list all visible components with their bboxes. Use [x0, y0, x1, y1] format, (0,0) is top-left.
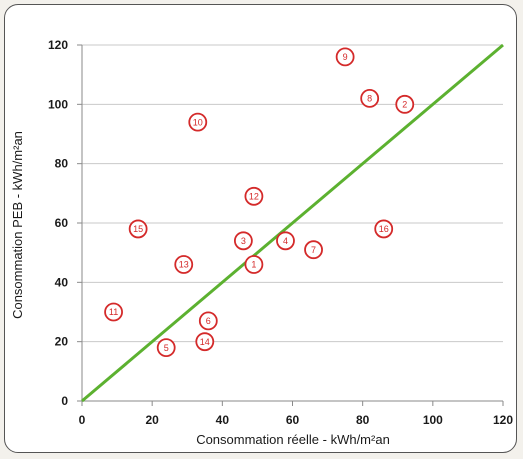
data-point-label-16: 16 — [379, 224, 389, 234]
x-tick-label: 80 — [356, 413, 370, 427]
data-point-label-1: 1 — [251, 260, 256, 270]
chart-frame — [4, 4, 517, 453]
data-point-1 — [244, 255, 264, 274]
data-point-7 — [304, 240, 323, 260]
data-point-15 — [128, 219, 148, 239]
data-point-10 — [188, 112, 208, 132]
data-point-6 — [198, 311, 218, 331]
y-axis-label: Consommation PEB - kWh/m²an — [10, 131, 25, 319]
data-point-13 — [174, 255, 194, 274]
x-axis-label: Consommation réelle - kWh/m²an — [196, 432, 390, 447]
data-point-label-10: 10 — [193, 117, 203, 127]
y-tick-label: 20 — [55, 335, 69, 349]
data-point-label-4: 4 — [283, 236, 288, 246]
data-point-label-3: 3 — [241, 236, 246, 246]
data-point-5 — [156, 338, 176, 358]
data-point-label-12: 12 — [249, 192, 259, 202]
data-point-label-13: 13 — [179, 260, 189, 270]
data-point-label-2: 2 — [402, 100, 407, 110]
x-tick-label: 120 — [493, 413, 513, 427]
data-point-3 — [233, 231, 253, 251]
data-point-label-15: 15 — [133, 224, 143, 234]
data-point-label-7: 7 — [311, 245, 316, 255]
x-tick-label: 40 — [216, 413, 230, 427]
data-point-label-6: 6 — [206, 316, 211, 326]
data-point-11 — [104, 302, 123, 322]
grid-layer — [82, 44, 503, 343]
y-tick-label: 0 — [61, 394, 68, 408]
x-tick-label: 20 — [145, 413, 159, 427]
reference-line-layer — [81, 43, 504, 403]
y-tick-label: 80 — [55, 157, 69, 171]
data-point-9 — [335, 47, 355, 67]
y-tick-label: 60 — [55, 216, 69, 230]
data-point-14 — [195, 332, 215, 352]
data-point-label-11: 11 — [109, 307, 118, 317]
data-point-label-14: 14 — [200, 337, 210, 347]
data-point-2 — [395, 94, 415, 114]
data-point-8 — [360, 89, 380, 108]
data-point-label-9: 9 — [343, 52, 348, 62]
x-tick-label: 60 — [286, 413, 300, 427]
x-tick-label: 0 — [79, 413, 86, 427]
data-point-label-8: 8 — [367, 94, 372, 104]
reference-line — [81, 43, 504, 403]
y-tick-label: 120 — [48, 38, 68, 52]
axis-layer: 0 20 40 60 80 100 120 0 20 40 60 80 100 120 — [48, 38, 513, 427]
data-point-16 — [374, 219, 394, 239]
data-point-12 — [244, 186, 264, 206]
y-tick-label: 40 — [55, 275, 69, 289]
data-point-label-5: 5 — [164, 343, 169, 353]
y-tick-label: 100 — [48, 97, 68, 111]
x-tick-label: 100 — [423, 413, 443, 427]
data-point-4 — [276, 231, 295, 251]
